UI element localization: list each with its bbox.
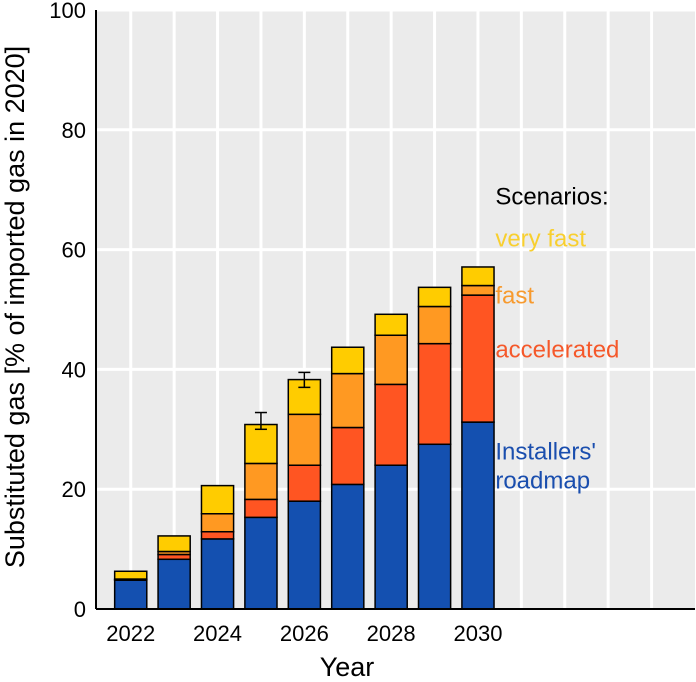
bar-segment-installers-roadmap-2027 <box>330 483 365 610</box>
x-tick-label-2022: 2022 <box>106 621 155 646</box>
y-tick-label-100: 100 <box>49 0 86 23</box>
legend-entry-installers-: Installers' roadmap <box>495 438 596 494</box>
bar-segment-fast-2026 <box>287 413 322 466</box>
error-bars <box>254 371 311 431</box>
bar-segment-fast-2029 <box>417 305 452 345</box>
bar-segment-accelerated-2030 <box>461 294 495 423</box>
y-tick-label-40: 40 <box>62 357 86 382</box>
bar-segment-installers-roadmap-2029 <box>417 443 452 610</box>
bar-segment-accelerated-2026 <box>287 464 322 502</box>
bar-segment-fast-2025 <box>244 462 278 501</box>
bar-segment-very-fast-2023 <box>157 535 191 553</box>
bar-segment-installers-roadmap-2025 <box>244 516 278 610</box>
bar-segment-accelerated-2028 <box>374 383 408 466</box>
bar-segment-fast-2027 <box>330 372 365 429</box>
x-axis-title: Year <box>320 652 375 682</box>
y-axis-title: Substituted gas [% of imported gas in 20… <box>0 46 30 568</box>
bar-segment-installers-roadmap-2030 <box>461 421 495 610</box>
x-tick-label-2026: 2026 <box>280 621 329 646</box>
legend-title: Scenarios: <box>495 184 608 211</box>
x-tick-label-2028: 2028 <box>367 621 416 646</box>
bar-segment-very-fast-2025 <box>244 423 278 465</box>
bar-segment-very-fast-2028 <box>374 313 408 337</box>
x-tick-label-2024: 2024 <box>193 621 242 646</box>
bar-segment-accelerated-2027 <box>330 426 365 486</box>
bar-segment-accelerated-2025 <box>244 498 278 519</box>
y-tick-label-60: 60 <box>62 238 86 263</box>
bar-segment-installers-roadmap-2024 <box>200 538 235 610</box>
legend-entry-fast: fast <box>495 283 534 310</box>
bar-segment-fast-2030 <box>461 284 495 296</box>
bar-segment-very-fast-2029 <box>417 286 452 308</box>
bar-segment-accelerated-2029 <box>417 342 452 446</box>
bar-segment-fast-2024 <box>200 513 235 533</box>
y-tick-label-0: 0 <box>74 597 86 622</box>
legend-entry-very-fast: very fast <box>495 226 586 253</box>
bar-segment-installers-roadmap-2026 <box>287 500 322 610</box>
y-tick-labels: 0 20 40 60 80 100 <box>49 0 86 622</box>
legend-entry-accelerated: accelerated <box>495 336 619 363</box>
bar-segment-installers-roadmap-2028 <box>374 464 408 610</box>
bar-segment-accelerated-2024 <box>200 530 235 540</box>
bar-segment-very-fast-2022 <box>113 570 148 580</box>
bar-segment-very-fast-2027 <box>330 346 365 375</box>
x-tick-label-2030: 2030 <box>453 621 502 646</box>
y-tick-label-80: 80 <box>62 118 86 143</box>
bars <box>113 266 495 610</box>
x-tick-labels: 2022 2024 2026 2028 2030 <box>106 621 502 646</box>
bar-segment-very-fast-2030 <box>461 266 495 287</box>
bar-segment-installers-roadmap-2023 <box>157 558 191 610</box>
bar-segment-very-fast-2024 <box>200 484 235 515</box>
bar-segment-fast-2028 <box>374 334 408 386</box>
bar-segment-installers-roadmap-2022 <box>113 579 148 610</box>
y-tick-label-20: 20 <box>62 477 86 502</box>
legend: Scenarios: very fast fast accelerated Instal… <box>495 184 619 495</box>
